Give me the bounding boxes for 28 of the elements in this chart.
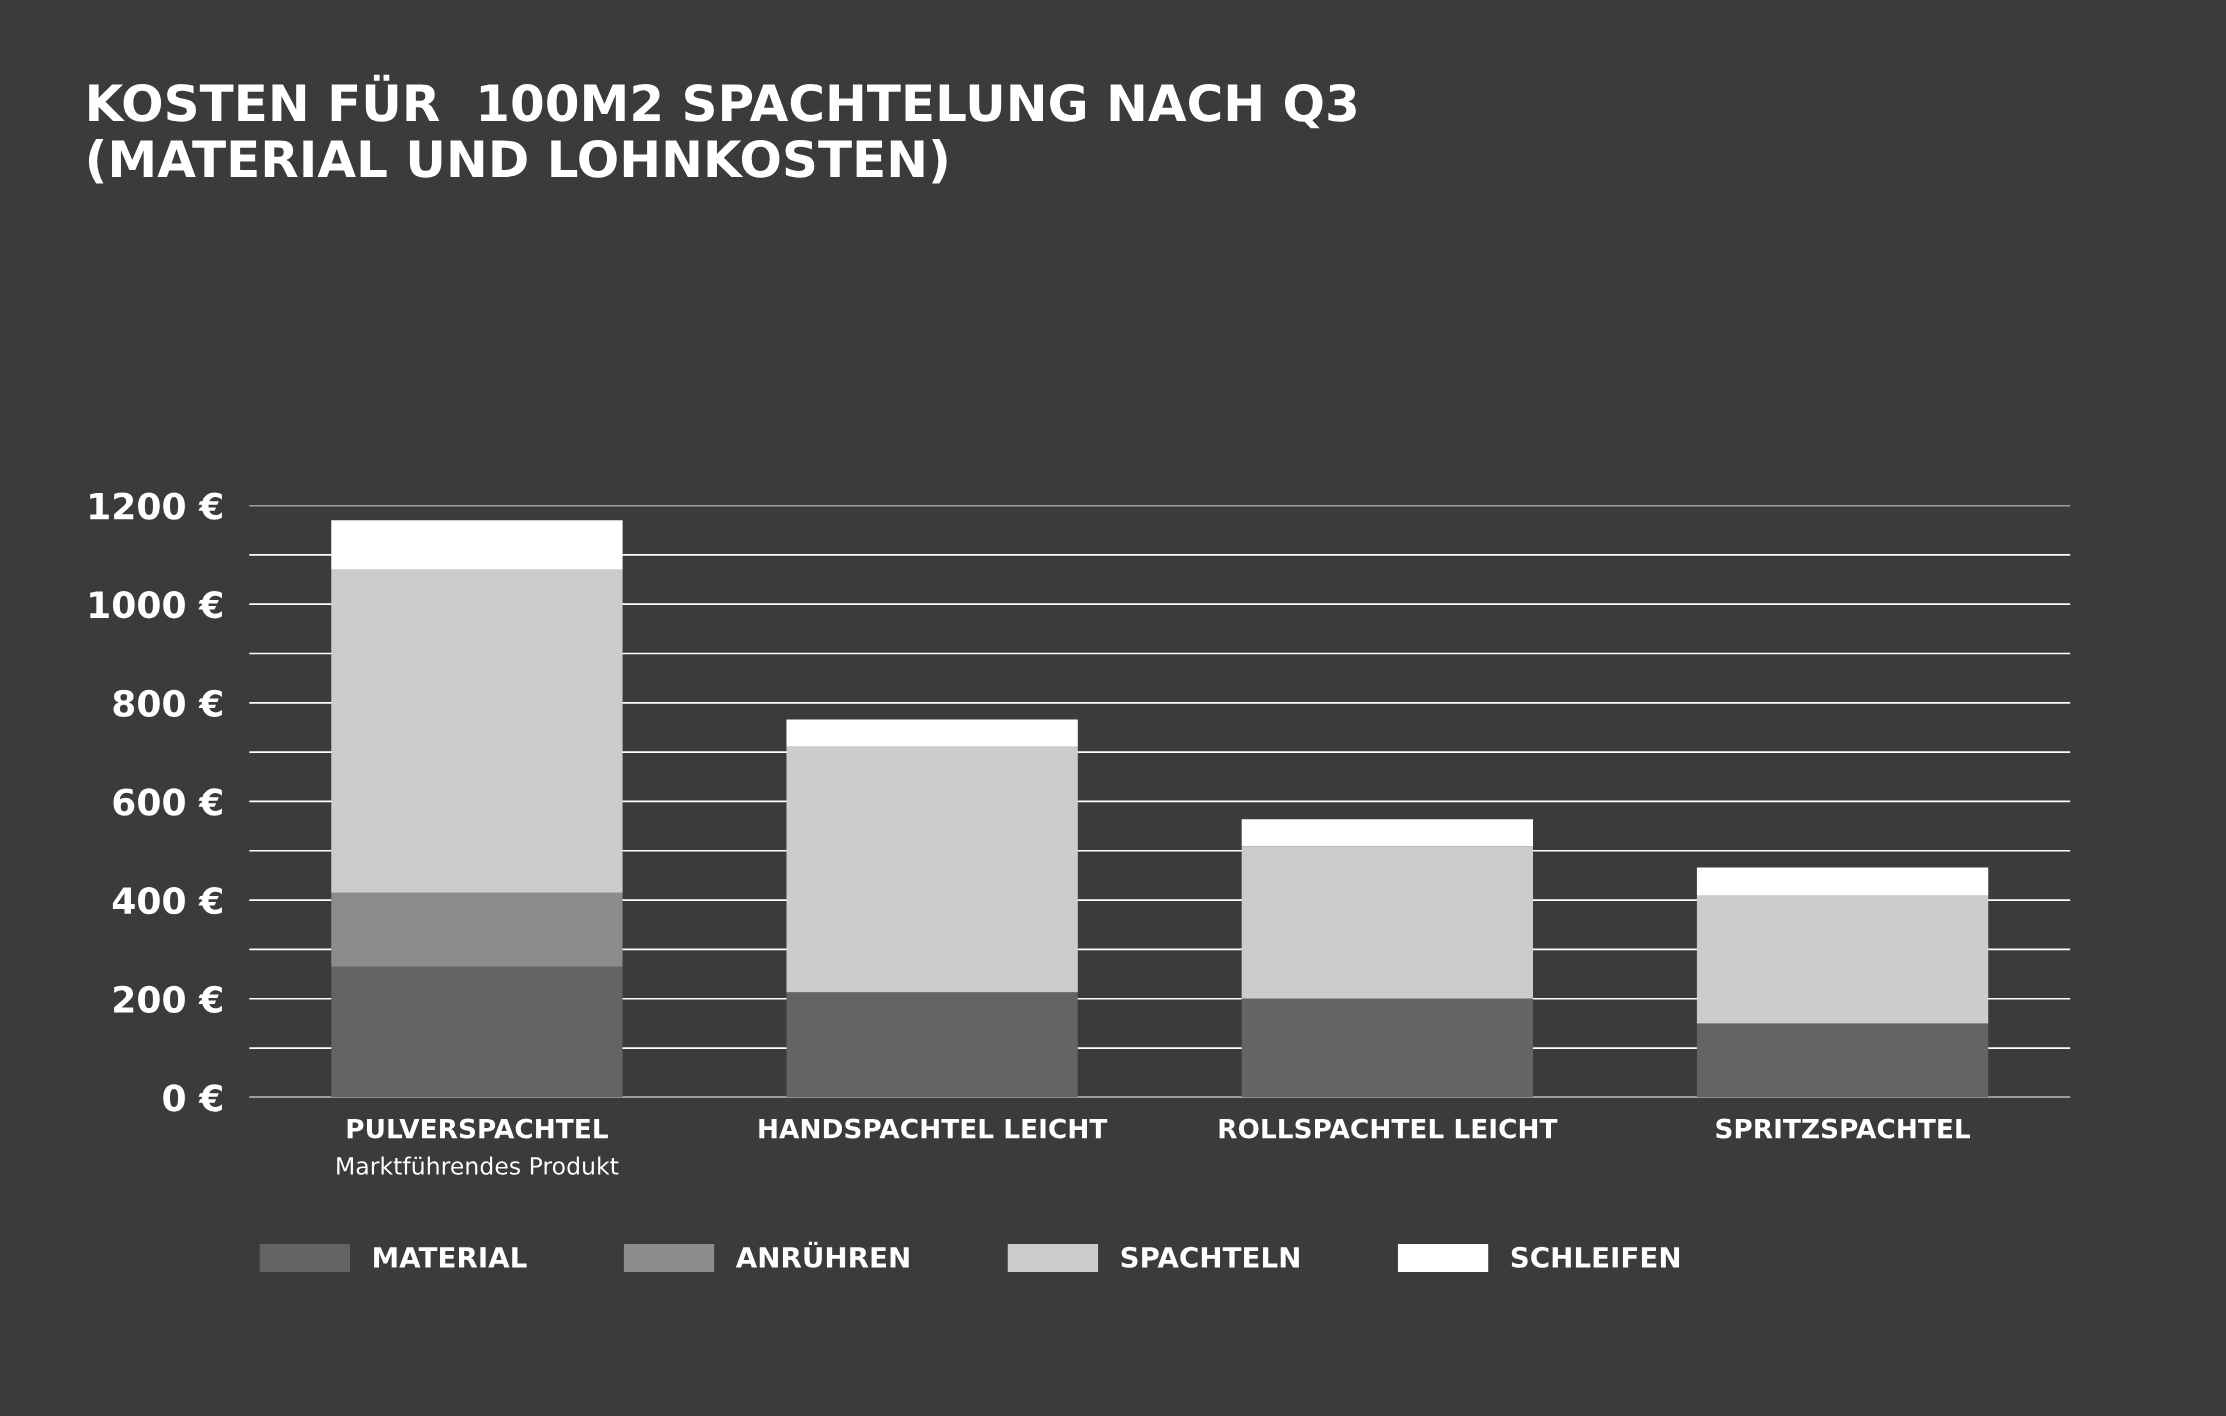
x-tick-label: SPRITZSPACHTEL (1716, 1118, 1970, 1139)
legend-label: SPACHTELN (1121, 1246, 1299, 1268)
legend-label: SCHLEIFEN (1511, 1246, 1680, 1268)
bar (786, 746, 1078, 993)
bar (1696, 867, 1989, 896)
y-tick-label: 0 € (163, 1084, 222, 1112)
chart-title: KOSTEN FÜR 100M2 SPACHTELUNG NACH Q3 (MATERIAL UND LOHNKOSTEN) (88, 74, 1356, 184)
y-tick-label: 1200 € (90, 492, 222, 520)
y-tick-label: 600 € (113, 788, 222, 816)
legend-label: MATERIAL (374, 1247, 527, 1268)
y-tick-label: 400 € (112, 887, 222, 915)
bar (331, 569, 623, 893)
y-tick-label: 200 € (114, 985, 222, 1013)
bar (1241, 819, 1534, 847)
y-tick-label: 1000 € (90, 591, 222, 619)
x-tick-label: PULVERSPACHTEL Marktführendes Produkt (337, 1118, 619, 1175)
bar (786, 992, 1078, 1098)
bar (1696, 895, 1989, 1024)
bar (1241, 846, 1534, 999)
bar (1241, 998, 1534, 1098)
bar (786, 719, 1078, 747)
bar (1696, 1023, 1989, 1098)
y-tick-label: 800 € (113, 689, 222, 718)
bar (331, 966, 623, 1098)
legend-label: ANRÜHREN (735, 1241, 909, 1268)
x-tick-label: HANDSPACHTEL LEICHT (759, 1118, 1108, 1139)
bar (331, 892, 623, 967)
x-tick-label: ROLLSPACHTEL LEICHT (1219, 1118, 1558, 1139)
